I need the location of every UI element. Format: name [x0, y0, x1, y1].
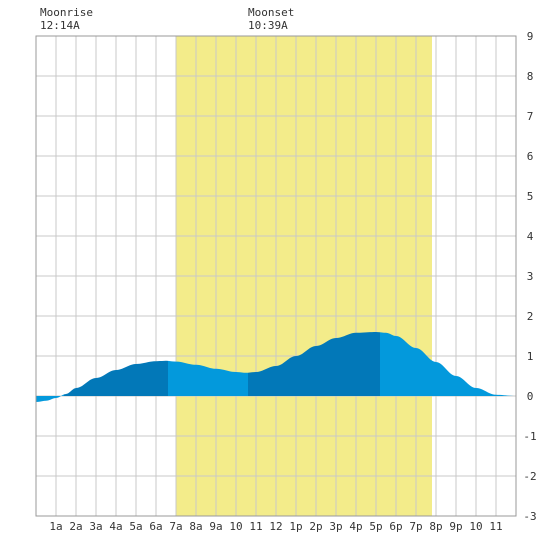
x-tick-label: 2p: [309, 520, 322, 533]
x-tick-label: 7p: [409, 520, 422, 533]
tide-area-segment: [248, 332, 380, 396]
y-tick-label: -1: [523, 430, 536, 443]
tide-area-layer: [36, 332, 516, 402]
x-tick-label: 5a: [129, 520, 142, 533]
tide-area-segment: [168, 360, 248, 396]
plot-border: [35, 35, 517, 517]
y-tick-label: 3: [527, 270, 534, 283]
tide-area-segment: [36, 394, 64, 402]
y-tick-label: 1: [527, 350, 534, 363]
x-tick-label: 8p: [429, 520, 442, 533]
x-tick-label: 4p: [349, 520, 362, 533]
x-tick-label: 11: [249, 520, 262, 533]
y-tick-label: -3: [523, 510, 536, 523]
x-tick-label: 10: [469, 520, 482, 533]
x-tick-label: 11: [489, 520, 502, 533]
x-tick-label: 5p: [369, 520, 382, 533]
grid-layer: [36, 36, 516, 516]
tide-area-segment: [64, 360, 168, 396]
x-tick-label: 10: [229, 520, 242, 533]
x-tick-label: 6p: [389, 520, 402, 533]
x-tick-label: 1a: [49, 520, 62, 533]
y-tick-label: 5: [527, 190, 534, 203]
x-tick-label: 9a: [209, 520, 222, 533]
x-tick-label: 7a: [169, 520, 182, 533]
x-tick-label: 3p: [329, 520, 342, 533]
moonset-info: Moonset 10:39A: [248, 6, 294, 32]
x-tick-label: 4a: [109, 520, 122, 533]
y-tick-labels: 9 8 7 6 5 4 3 2 1 0 -1 -2 -3: [523, 30, 536, 523]
y-tick-label: 0: [527, 390, 534, 403]
x-tick-label: 1p: [289, 520, 302, 533]
moonset-time: 10:39A: [248, 19, 288, 32]
x-tick-label: 12: [269, 520, 282, 533]
y-tick-label: -2: [523, 470, 536, 483]
moonset-label: Moonset: [248, 6, 295, 19]
tide-area-segment: [380, 332, 516, 396]
moonrise-label: Moonrise: [40, 6, 93, 19]
plot-frame: [35, 35, 517, 517]
y-tick-label: 9: [527, 30, 534, 43]
moonrise-info: Moonrise 12:14A: [40, 6, 93, 32]
y-tick-label: 6: [527, 150, 534, 163]
moonrise-time: 12:14A: [40, 19, 80, 32]
y-tick-label: 8: [527, 70, 534, 83]
x-tick-label: 2a: [69, 520, 82, 533]
x-tick-label: 9p: [449, 520, 462, 533]
y-tick-label: 2: [527, 310, 534, 323]
x-tick-label: 3a: [89, 520, 102, 533]
y-tick-label: 7: [527, 110, 534, 123]
x-tick-labels: 1a 2a 3a 4a 5a 6a 7a 8a 9a 10 11 12 1p 2p 3p 4p 5p 6p 7p 8p…: [49, 520, 502, 533]
x-tick-label: 8a: [189, 520, 202, 533]
x-tick-label: 6a: [149, 520, 162, 533]
y-tick-label: 4: [527, 230, 534, 243]
